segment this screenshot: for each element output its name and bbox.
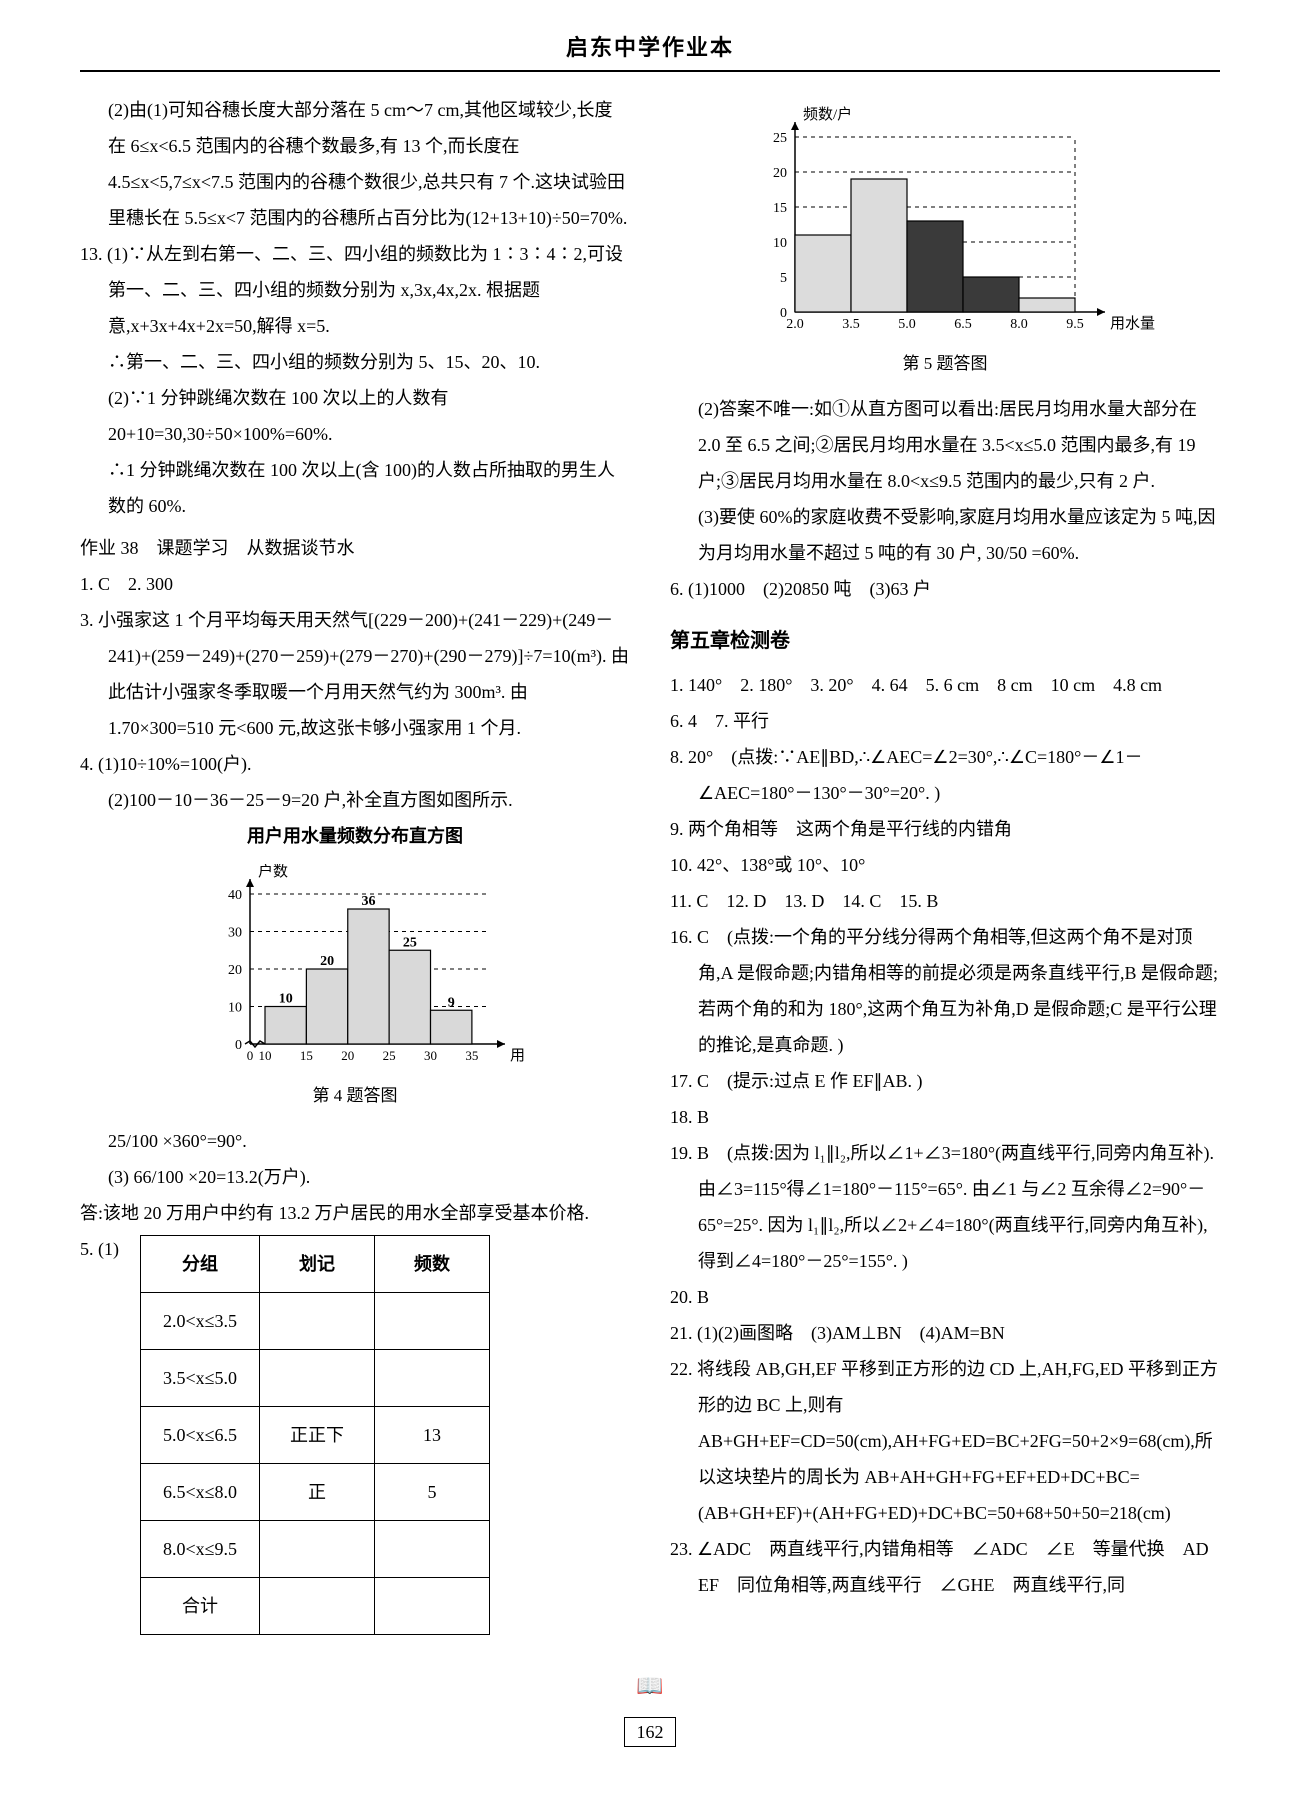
table-row: 6.5<x≤8.0正5 [141,1464,490,1521]
chart4-title: 用户用水量频数分布直方图 [80,818,630,854]
svg-text:3.5: 3.5 [842,317,860,332]
svg-text:20: 20 [341,1048,354,1063]
table-row: 合计 [141,1578,490,1635]
ch5-line4: 9. 两个角相等 这两个角是平行线的内错角 [670,811,1220,847]
ch5-line5: 10. 42°、138°或 10°、10° [670,847,1220,883]
q13-sol-2b: ∴1 分钟跳绳次数在 100 次以上(含 100)的人数占所抽取的男生人数的 6… [80,452,630,524]
svg-text:15: 15 [773,201,787,216]
q12-sol-2: (2)由(1)可知谷穗长度大部分落在 5 cm～7 cm,其他区域较少,长度在 … [80,92,630,236]
svg-text:40: 40 [228,888,242,903]
chart5-caption: 第 5 题答图 [670,347,1220,381]
hw38-a4-3: (3) 66/100 ×20=13.2(万户). [80,1159,630,1195]
svg-text:30: 30 [228,926,242,941]
q5-sol-2: (2)答案不唯一:如①从直方图可以看出:居民月均用水量大部分在 2.0 至 6.… [670,391,1220,499]
svg-text:0: 0 [235,1038,242,1053]
hw38-a4-2: (2)100－10－36－25－9=20 户,补全直方图如图所示. [80,782,630,818]
q13-sol-2: (2)∵1 分钟跳绳次数在 100 次以上的人数有 20+10=30,30÷50… [80,380,630,452]
svg-text:9.5: 9.5 [1066,317,1084,332]
hw38-a4-1: 4. (1)10÷10%=100(户). [80,746,630,782]
svg-text:频数/户: 频数/户 [803,106,852,123]
table-header: 划记 [260,1236,375,1293]
book-icon: 📖 [80,1675,1220,1697]
svg-text:用水量/吨: 用水量/吨 [1110,315,1155,332]
table-row: 3.5<x≤5.0 [141,1350,490,1407]
chart4-caption: 第 4 题答图 [80,1079,630,1113]
q5-table: 分组划记频数 2.0<x≤3.53.5<x≤5.05.0<x≤6.5正正下136… [140,1235,490,1635]
chart4-histogram: 0 10 20 30 40 10 20 36 25 9 0 10 15 20 25 30 35 用水量/吨 户数 [185,864,525,1074]
hw38-a4-ans: 答:该地 20 万用户中约有 13.2 万户居民的用水全部享受基本价格. [80,1195,630,1231]
hw38-a1: 1. C 2. 300 [80,566,630,602]
page-header: 启东中学作业本 [80,30,1220,72]
q6-answers: 6. (1)1000 (2)20850 吨 (3)63 户 [670,571,1220,607]
ch5-line6: 11. C 12. D 13. D 14. C 15. B [670,883,1220,919]
svg-text:0: 0 [247,1048,254,1063]
ch5-line13: 22. 将线段 AB,GH,EF 平移到正方形的边 CD 上,AH,FG,ED … [670,1351,1220,1531]
svg-text:20: 20 [228,963,242,978]
ch5-line8: 17. C (提示:过点 E 作 EF∥AB. ) [670,1063,1220,1099]
svg-text:25: 25 [773,131,787,146]
table-header: 分组 [141,1236,260,1293]
left-column: (2)由(1)可知谷穗长度大部分落在 5 cm～7 cm,其他区域较少,长度在 … [80,92,630,1645]
q13-sol-1b: ∴第一、二、三、四小组的频数分别为 5、15、20、10. [80,344,630,380]
ch5-line2: 6. 4 7. 平行 [670,703,1220,739]
svg-text:25: 25 [403,935,417,950]
page-number: 162 [624,1717,676,1747]
ch5-line11: 20. B [670,1279,1220,1315]
svg-text:20: 20 [320,954,334,969]
svg-text:9: 9 [448,995,455,1010]
ch5-line1: 1. 140° 2. 180° 3. 20° 4. 64 5. 6 cm 8 c… [670,667,1220,703]
ch5-line14: 23. ∠ADC 两直线平行,内错角相等 ∠ADC ∠E 等量代换 AD EF … [670,1531,1220,1603]
chart5-histogram: 05101520252.03.55.06.58.09.5用水量/吨频数/户 [735,102,1155,342]
ch5-line9: 18. B [670,1099,1220,1135]
svg-text:20: 20 [773,166,787,181]
svg-text:5.0: 5.0 [898,317,916,332]
svg-text:用水量/吨: 用水量/吨 [510,1047,525,1064]
table-header: 频数 [375,1236,490,1293]
svg-text:10: 10 [279,992,293,1007]
svg-text:户数: 户数 [258,864,288,880]
q5-block: 5. (1) 分组划记频数 2.0<x≤3.53.5<x≤5.05.0<x≤6.… [80,1231,630,1645]
two-column-layout: (2)由(1)可知谷穗长度大部分落在 5 cm～7 cm,其他区域较少,长度在 … [80,92,1220,1645]
svg-text:25: 25 [383,1048,396,1063]
svg-text:6.5: 6.5 [954,317,972,332]
q13-sol-1: 13. (1)∵从左到右第一、二、三、四小组的频数比为 1∶3∶4∶2,可设第一… [80,236,630,344]
svg-text:10: 10 [259,1048,272,1063]
svg-text:10: 10 [773,236,787,251]
ch5-line10: 19. B (点拨:因为 l₁∥l₂,所以∠1+∠3=180°(两直线平行,同旁… [670,1135,1220,1279]
svg-text:10: 10 [228,1001,242,1016]
table-row: 2.0<x≤3.5 [141,1293,490,1350]
page: 启东中学作业本 (2)由(1)可知谷穗长度大部分落在 5 cm～7 cm,其他区… [0,0,1300,1787]
table-row: 5.0<x≤6.5正正下13 [141,1407,490,1464]
ch5-line12: 21. (1)(2)画图略 (3)AM⊥BN (4)AM=BN [670,1315,1220,1351]
svg-text:30: 30 [424,1048,437,1063]
ch5-line7: 16. C (点拨:一个角的平分线分得两个角相等,但这两个角不是对顶角,A 是假… [670,919,1220,1063]
svg-text:2.0: 2.0 [786,317,804,332]
q5-sol-3: (3)要使 60%的家庭收费不受影响,家庭月均用水量应该定为 5 吨,因为月均用… [670,499,1220,571]
svg-text:8.0: 8.0 [1010,317,1028,332]
q5-label: 5. (1) [80,1231,140,1267]
svg-text:35: 35 [465,1048,478,1063]
svg-text:36: 36 [361,894,375,909]
svg-text:15: 15 [300,1048,313,1063]
hw38-a3: 3. 小强家这 1 个月平均每天用天然气[(229－200)+(241－229)… [80,602,630,746]
ch5-test-heading: 第五章检测卷 [670,621,1220,661]
table-row: 8.0<x≤9.5 [141,1521,490,1578]
ch5-line3: 8. 20° (点拨:∵AE∥BD,∴∠AEC=∠2=30°,∴∠C=180°－… [670,739,1220,811]
hw38-heading: 作业 38 课题学习 从数据谈节水 [80,530,630,566]
svg-text:5: 5 [780,271,787,286]
hw38-a4-frac: 25/100 ×360°=90°. [80,1123,630,1159]
right-column: 05101520252.03.55.06.58.09.5用水量/吨频数/户 第 … [670,92,1220,1645]
